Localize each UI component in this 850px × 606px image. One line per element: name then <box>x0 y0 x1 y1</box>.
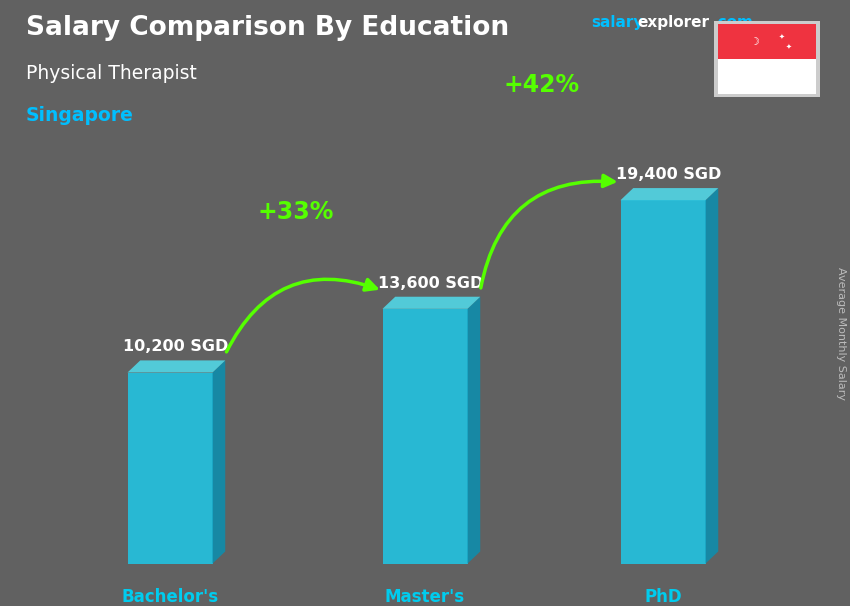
Polygon shape <box>620 200 706 564</box>
Text: PhD: PhD <box>644 588 682 606</box>
Text: Average Monthly Salary: Average Monthly Salary <box>836 267 847 400</box>
Polygon shape <box>128 373 212 564</box>
Bar <box>718 59 816 94</box>
Polygon shape <box>212 361 225 564</box>
Text: salary: salary <box>591 15 643 30</box>
Text: Physical Therapist: Physical Therapist <box>26 64 196 82</box>
Text: ☽: ☽ <box>751 36 761 47</box>
Polygon shape <box>382 297 480 309</box>
Text: explorer: explorer <box>638 15 710 30</box>
Polygon shape <box>128 361 225 373</box>
Text: 13,600 SGD: 13,600 SGD <box>378 276 484 291</box>
Polygon shape <box>620 188 718 200</box>
Text: Master's
Degree: Master's Degree <box>385 588 465 606</box>
Text: ✦: ✦ <box>785 44 791 50</box>
Text: ✦: ✦ <box>779 34 785 40</box>
Text: +42%: +42% <box>504 73 580 97</box>
Text: 19,400 SGD: 19,400 SGD <box>616 167 722 182</box>
Text: Salary Comparison By Education: Salary Comparison By Education <box>26 15 508 41</box>
Text: .com: .com <box>712 15 753 30</box>
Text: 10,200 SGD: 10,200 SGD <box>123 339 229 355</box>
Text: Bachelor's
Degree: Bachelor's Degree <box>122 588 218 606</box>
Bar <box>718 24 816 59</box>
Text: Singapore: Singapore <box>26 106 133 125</box>
Text: +33%: +33% <box>258 200 333 224</box>
Polygon shape <box>706 188 718 564</box>
Polygon shape <box>468 297 480 564</box>
Bar <box>714 21 820 97</box>
Polygon shape <box>382 309 468 564</box>
